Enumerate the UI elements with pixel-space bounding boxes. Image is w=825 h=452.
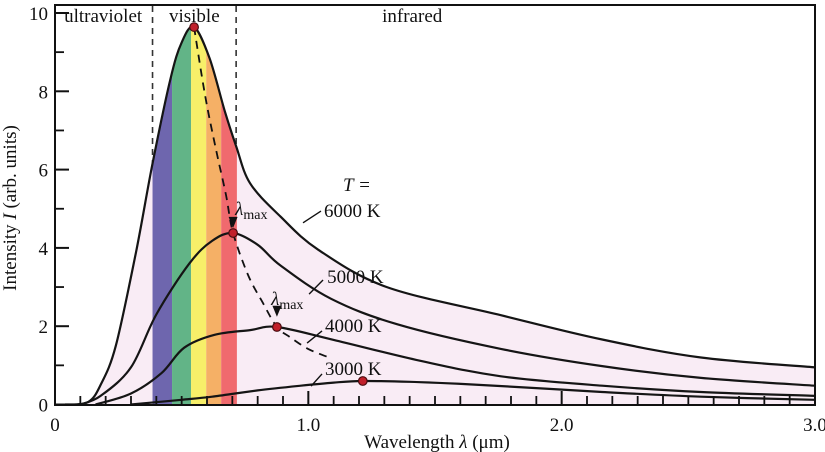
curve-label-pointer [308, 279, 324, 295]
curve-label-5000-k: 5000 K [327, 267, 384, 288]
peak-marker-6000-k [189, 22, 199, 32]
region-label-ultraviolet: ultraviolet [64, 6, 143, 27]
peak-marker-4000-k [272, 322, 282, 332]
y-tick-label: 10 [29, 4, 48, 25]
x-axis-title: Wavelength λ (μm) [364, 432, 510, 452]
curve-3000-k [130, 379, 816, 406]
curve-label-pointer [310, 373, 323, 387]
x-tick-label: 3.0 [803, 415, 825, 436]
arrowhead-down-icon [228, 216, 238, 228]
curve-label-pointer [302, 210, 322, 224]
region-label-visible: visible [169, 6, 220, 27]
curve-label-pointer [306, 330, 323, 344]
y-axis-title: Intensity I (arb. units) [0, 125, 21, 291]
lambda-max-label: λmax [234, 199, 267, 223]
curve-5000-k [79, 231, 816, 406]
y-tick-label: 4 [39, 239, 49, 260]
under-curve-area-fill [65, 26, 816, 405]
curve-4000-k [95, 325, 816, 406]
spectrum-band-green [172, 26, 192, 405]
spectrum-band-violet [152, 26, 173, 405]
temperature-symbol-label: T = [343, 175, 371, 196]
y-tick-label: 0 [39, 396, 49, 417]
visible-spectrum-bands [152, 26, 237, 405]
x-tick-label: 0 [50, 415, 60, 436]
spectrum-band-orange [206, 26, 222, 405]
plot-border [54, 4, 816, 406]
y-tick-label: 6 [39, 161, 49, 182]
curve-label-4000-k: 4000 K [325, 316, 382, 337]
curve-6000-k [65, 25, 816, 406]
peak-marker-3000-k [357, 376, 368, 386]
y-tick-label: 8 [39, 82, 49, 103]
peak-marker-5000-k [228, 228, 238, 238]
arrowhead-down-icon [272, 305, 282, 317]
lambda-max-label: λmax [270, 289, 303, 313]
curve-label-6000-k: 6000 K [324, 201, 381, 222]
region-label-infrared: infrared [382, 6, 443, 27]
x-tick-label: 1.0 [296, 415, 320, 436]
y-tick-label: 2 [39, 317, 49, 338]
wien-law-dashed-curve [193, 26, 331, 359]
x-tick-label: 2.0 [550, 415, 574, 436]
spectrum-band-yellow [191, 26, 207, 405]
curve-label-3000-k: 3000 K [325, 359, 382, 380]
